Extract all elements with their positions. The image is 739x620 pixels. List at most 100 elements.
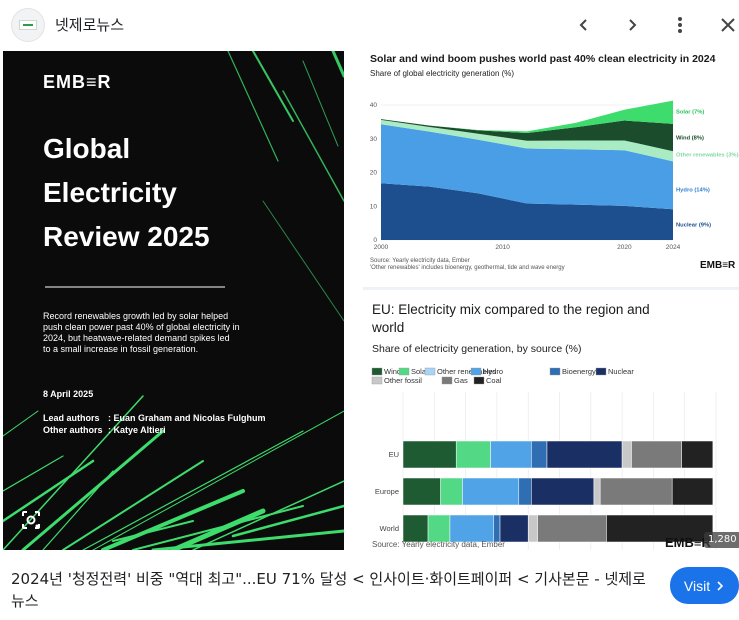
site-favicon[interactable] [11,8,45,42]
bar-segment [493,514,501,543]
legend-label: Coal [486,376,502,385]
chart2-title: EU: Electricity mix compared to the regi… [372,301,650,337]
site-name[interactable]: 넷제로뉴스 [55,16,125,34]
legend-swatch [371,376,383,385]
bar-segment [402,440,457,469]
close-icon [721,18,735,32]
chart1-source-line: Source: Yearly electricity data, Ember [370,258,470,264]
cover-artwork [3,51,344,550]
lens-search-button[interactable] [17,506,45,534]
legend-label: Gas [454,376,468,385]
chart-divider [363,287,739,290]
bar-segment [499,514,529,543]
cover-title: Global Electricity Review 2025 [43,127,210,259]
area-series [381,183,673,240]
bar-segment [449,514,495,543]
x-tick-label: 2000 [374,244,389,251]
x-tick-label: 2010 [495,244,510,251]
legend-label: Other fossil [384,376,422,385]
cover-date: 8 April 2025 [43,389,94,399]
y-tick-label: 30 [370,136,378,143]
bar-segment [631,440,682,469]
y-tick-label: 40 [370,102,378,109]
bar-segment [681,440,714,469]
site-logo-icon [19,20,37,30]
cover-summary-line: to a small increase in fossil generation… [43,344,199,354]
close-button[interactable] [713,10,739,40]
area-series [381,100,673,134]
area-series [381,124,673,210]
category-label: World [380,524,399,533]
other-authors-label: Other authors [43,425,103,435]
series-label: Wind (8%) [676,136,704,142]
legend-swatch [398,367,410,376]
legend-swatch [473,376,485,385]
result-caption[interactable]: 2024년 '청정전력' 비중 "역대 최고"...EU 71% 달성 < 인사… [11,570,646,610]
chart2-title-line: world [372,320,405,335]
legend-swatch [441,376,453,385]
bar-segment [527,514,538,543]
y-tick-label: 0 [373,237,377,244]
bar-segment [402,514,429,543]
bar-segment [531,440,548,469]
top-bar: 넷제로뉴스 [0,0,739,50]
series-label: Solar (7%) [676,109,704,115]
x-tick-label: 2024 [666,244,681,251]
bar-segment [546,440,623,469]
other-authors: : Katye Altieri [108,425,166,435]
bar-segment [621,440,632,469]
lens-icon [22,511,40,529]
category-label: Europe [375,487,399,496]
series-label: Hydro (14%) [676,187,710,193]
bar-segment [427,514,451,543]
more-vert-icon [678,17,682,33]
bar-segment [518,477,532,506]
chart1-title: Solar and wind boom pushes world past 40… [370,53,716,65]
previous-button[interactable] [569,10,599,40]
more-options-button[interactable] [665,10,695,40]
bar-segment [462,477,520,506]
chart2-source: Source: Yearly electricity data, Ember [372,540,505,549]
legend-swatch [470,367,482,376]
y-tick-label: 10 [370,203,378,210]
report-cover-image[interactable]: EMB≡R Global Electricity Review 2025 Rec… [3,51,344,550]
cover-summary: Record renewables growth led by solar he… [43,311,240,355]
visit-button[interactable]: Visit [670,567,739,604]
legend-swatch [371,367,383,376]
bar-segment [455,440,491,469]
bar-segment [402,477,441,506]
legend-swatch [424,367,436,376]
legend-label: Nuclear [608,367,634,376]
chart1-source-line: 'Other renewables' includes bioenergy, g… [370,265,565,271]
legend-label: Bioenergy [562,367,596,376]
chart2-brand: EMB≡R [665,535,711,550]
legend-label: Hydro [483,367,503,376]
lead-authors: : Euan Graham and Nicolas Fulghum [108,413,266,423]
x-tick-label: 2020 [617,244,632,251]
next-button[interactable] [617,10,647,40]
legend-swatch [595,367,607,376]
legend-label: Solar [411,367,429,376]
legend-swatch [549,367,561,376]
cover-summary-line: push clean power past 40% of global elec… [43,322,240,332]
cover-summary-line: Record renewables growth led by solar he… [43,311,229,321]
area-series [381,119,673,152]
area-series [381,119,673,162]
legend-label: Other renewables [437,367,496,376]
cover-summary-line: 2024, but heatwave-related demand spikes… [43,333,230,343]
visit-label: Visit [683,577,711,594]
charts-image[interactable]: Solar and wind boom pushes world past 40… [363,51,739,550]
chart1-subtitle: Share of global electricity generation (… [370,69,515,78]
cover-brand-logo: EMB≡R [43,72,112,92]
chart2-title-line: EU: Electricity mix compared to the regi… [372,302,650,317]
bar-segment [531,477,595,506]
legend-label: Wind [384,367,401,376]
bar-segment [599,477,673,506]
bar-segment [490,440,532,469]
lead-authors-label: Lead authors [43,413,100,423]
chart1-brand: EMB≡R [700,260,736,271]
bar-segment [537,514,607,543]
bar-segment [606,514,714,543]
